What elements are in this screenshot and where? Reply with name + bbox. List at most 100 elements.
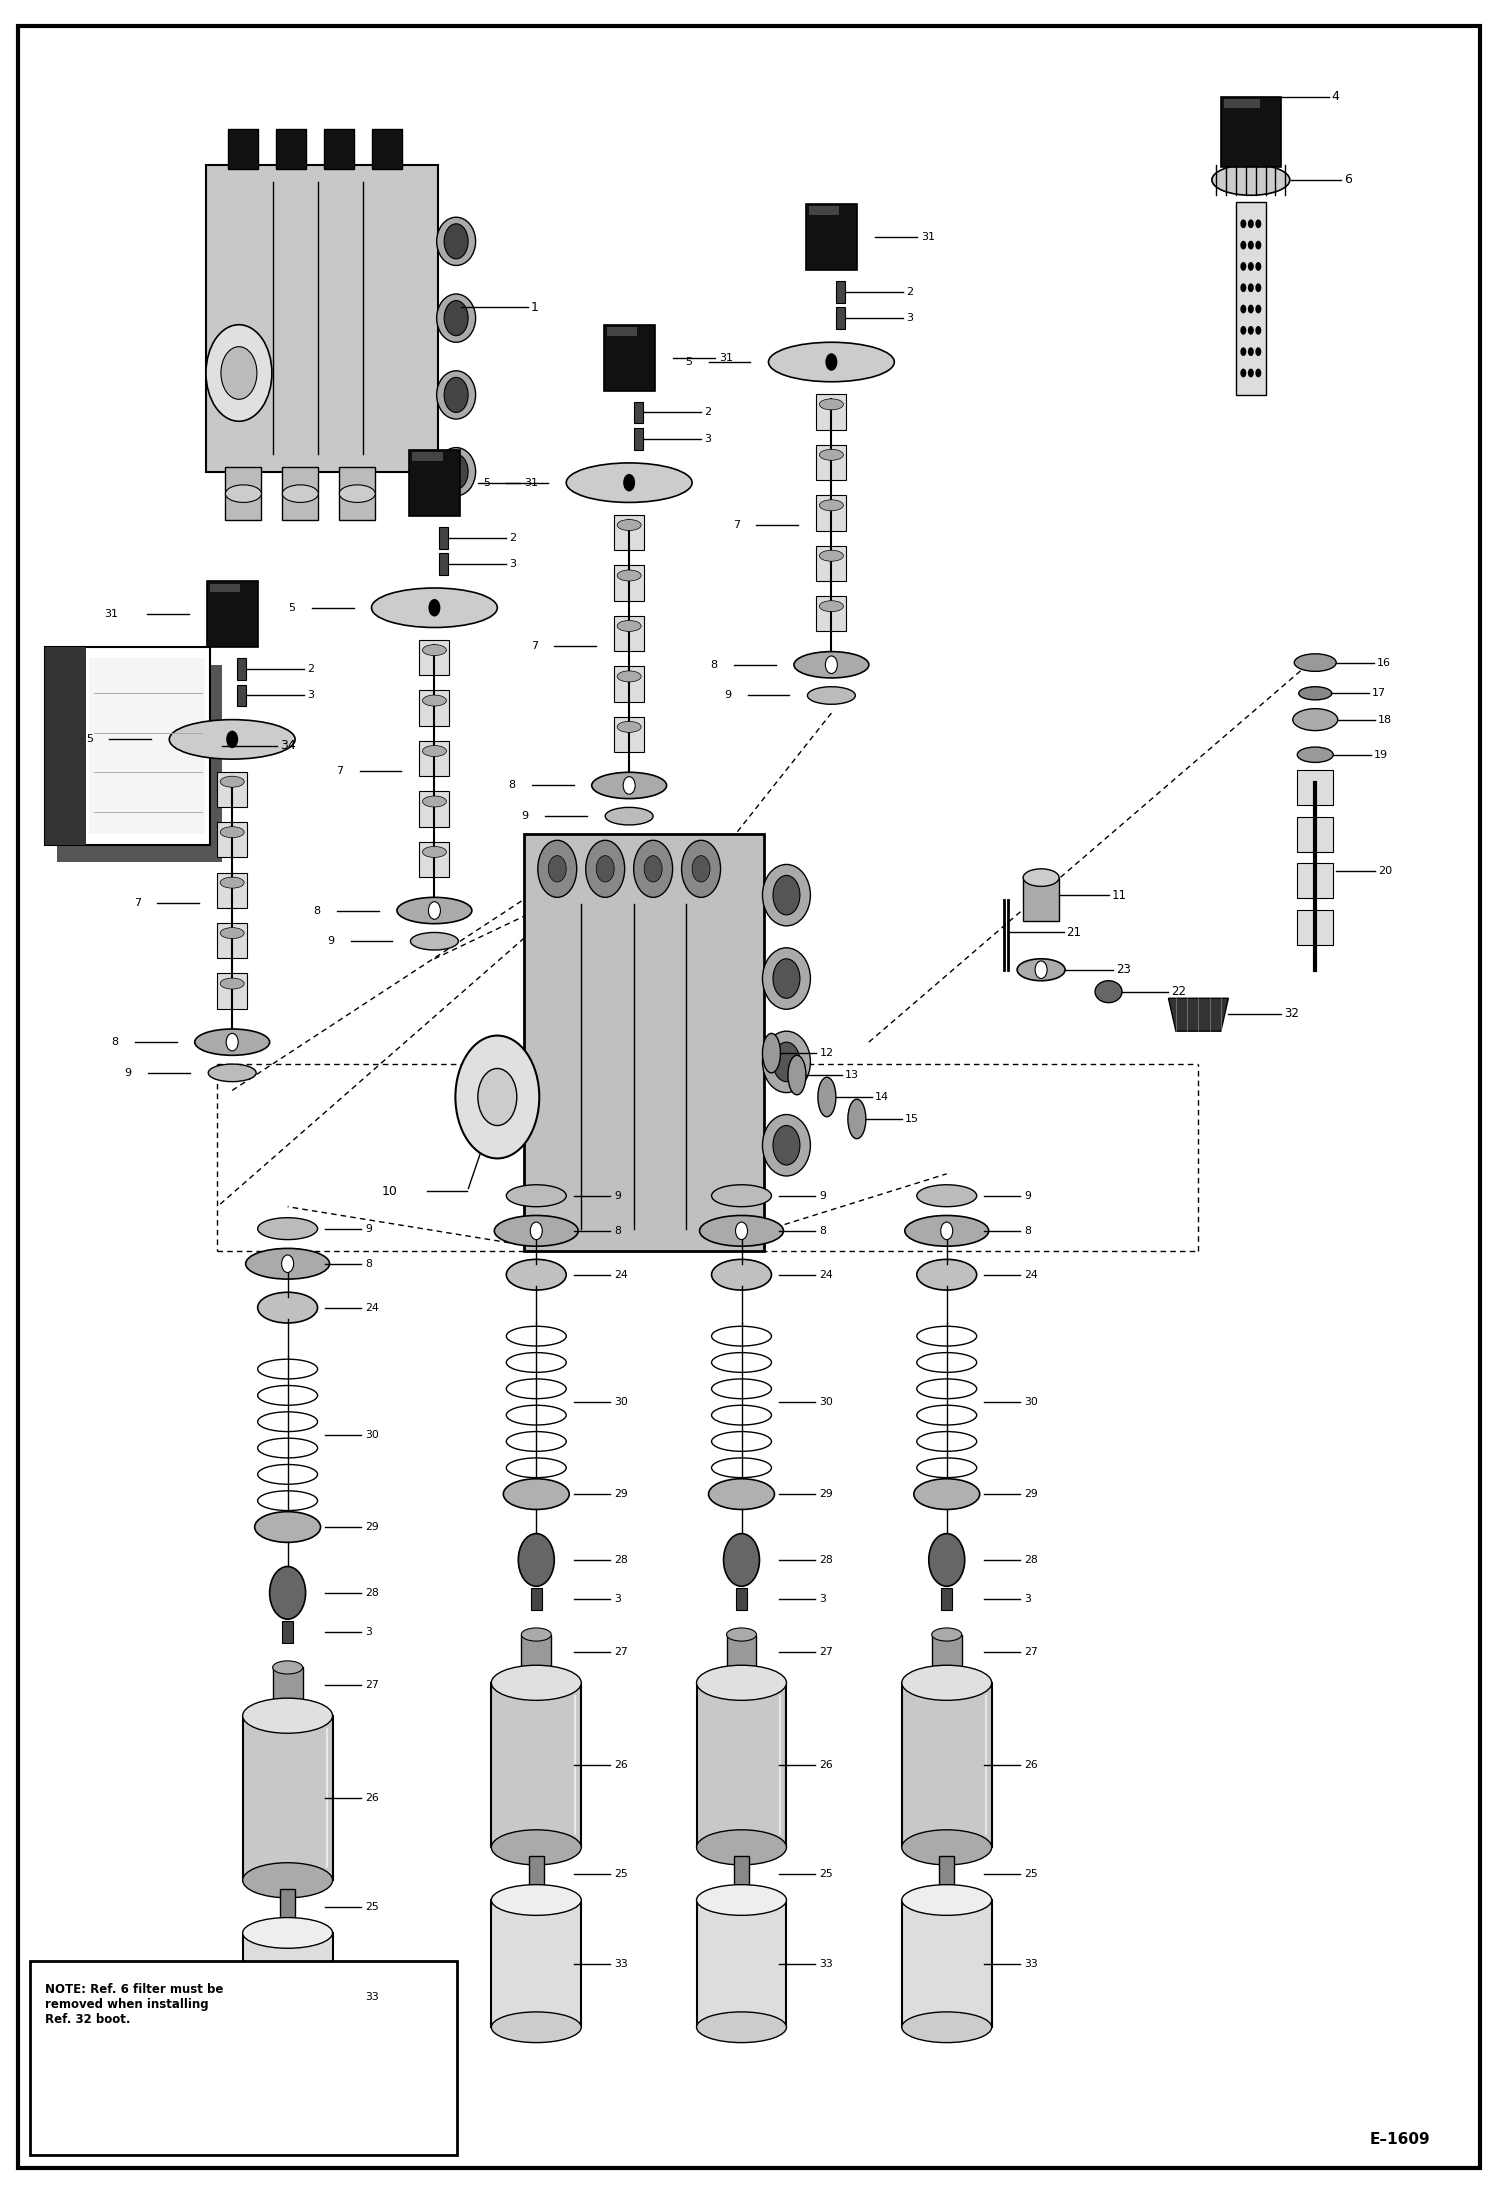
Text: 9: 9 bbox=[327, 937, 334, 946]
Text: 31: 31 bbox=[719, 353, 733, 362]
Text: 7: 7 bbox=[733, 520, 740, 531]
Bar bbox=[942, 1588, 953, 1610]
Ellipse shape bbox=[503, 1479, 569, 1509]
Bar bbox=[836, 307, 845, 329]
Text: 26: 26 bbox=[614, 1760, 628, 1771]
Text: 27: 27 bbox=[1025, 1648, 1038, 1656]
Text: 24: 24 bbox=[366, 1303, 379, 1312]
Circle shape bbox=[644, 856, 662, 882]
Text: 5: 5 bbox=[288, 603, 295, 612]
Bar bbox=[282, 467, 318, 520]
Text: 25: 25 bbox=[1025, 1869, 1038, 1878]
Bar bbox=[902, 1900, 992, 2027]
Circle shape bbox=[692, 856, 710, 882]
Ellipse shape bbox=[255, 1512, 321, 1542]
Text: 9: 9 bbox=[366, 1224, 373, 1233]
Circle shape bbox=[1248, 241, 1254, 250]
Text: 9: 9 bbox=[819, 1191, 827, 1200]
Ellipse shape bbox=[1297, 746, 1333, 764]
Circle shape bbox=[443, 377, 467, 412]
Text: 8: 8 bbox=[1025, 1226, 1032, 1235]
Ellipse shape bbox=[1294, 654, 1336, 671]
Bar bbox=[736, 1588, 746, 1610]
Ellipse shape bbox=[788, 1055, 806, 1095]
Circle shape bbox=[455, 1036, 539, 1158]
Text: 30: 30 bbox=[1025, 1398, 1038, 1406]
Circle shape bbox=[518, 1534, 554, 1586]
Bar bbox=[529, 1856, 544, 1891]
Bar bbox=[614, 516, 644, 551]
Polygon shape bbox=[1168, 998, 1228, 1031]
Text: 8: 8 bbox=[710, 660, 718, 669]
Circle shape bbox=[634, 840, 673, 897]
Circle shape bbox=[207, 325, 273, 421]
Ellipse shape bbox=[422, 695, 446, 706]
Circle shape bbox=[428, 599, 440, 617]
Text: 26: 26 bbox=[366, 1792, 379, 1803]
Ellipse shape bbox=[807, 687, 855, 704]
Ellipse shape bbox=[273, 1661, 303, 1674]
Bar bbox=[836, 281, 845, 303]
Ellipse shape bbox=[243, 1918, 333, 1948]
Bar bbox=[277, 129, 306, 169]
Ellipse shape bbox=[397, 897, 472, 924]
Bar bbox=[634, 428, 643, 450]
Text: 7: 7 bbox=[133, 897, 141, 908]
Circle shape bbox=[1248, 283, 1254, 292]
Bar bbox=[809, 206, 839, 215]
Ellipse shape bbox=[372, 588, 497, 627]
Bar bbox=[939, 1856, 954, 1891]
Bar bbox=[1297, 864, 1333, 900]
Text: 30: 30 bbox=[614, 1398, 628, 1406]
Ellipse shape bbox=[902, 1885, 992, 1915]
Ellipse shape bbox=[819, 601, 843, 612]
Bar bbox=[217, 772, 247, 807]
Bar bbox=[217, 974, 247, 1009]
Bar bbox=[816, 496, 846, 531]
Text: 32: 32 bbox=[1284, 1007, 1299, 1020]
Ellipse shape bbox=[243, 1863, 333, 1898]
Bar bbox=[634, 402, 643, 423]
Bar bbox=[225, 467, 261, 520]
Bar bbox=[530, 1588, 541, 1610]
Text: 11: 11 bbox=[1112, 889, 1126, 902]
Text: 29: 29 bbox=[1025, 1490, 1038, 1499]
Ellipse shape bbox=[605, 807, 653, 825]
Circle shape bbox=[1255, 283, 1261, 292]
Circle shape bbox=[736, 1222, 748, 1240]
Circle shape bbox=[1240, 369, 1246, 377]
Circle shape bbox=[1255, 219, 1261, 228]
Ellipse shape bbox=[1293, 709, 1338, 731]
Circle shape bbox=[478, 1068, 517, 1126]
Text: 27: 27 bbox=[819, 1648, 833, 1656]
Circle shape bbox=[282, 1255, 294, 1273]
Bar bbox=[439, 527, 448, 548]
Bar bbox=[237, 685, 246, 706]
Text: 18: 18 bbox=[1378, 715, 1392, 724]
Text: 12: 12 bbox=[819, 1049, 833, 1058]
Text: 3: 3 bbox=[819, 1595, 827, 1604]
Bar bbox=[210, 584, 240, 592]
Bar bbox=[816, 395, 846, 430]
Ellipse shape bbox=[225, 485, 261, 502]
Ellipse shape bbox=[220, 827, 244, 838]
Text: NOTE: Ref. 6 filter must be
removed when installing
Ref. 32 boot.: NOTE: Ref. 6 filter must be removed when… bbox=[45, 1983, 223, 2027]
Circle shape bbox=[443, 224, 467, 259]
Bar bbox=[1236, 202, 1266, 395]
Bar bbox=[419, 691, 449, 726]
Text: 28: 28 bbox=[614, 1556, 628, 1564]
Text: 3: 3 bbox=[906, 314, 914, 323]
Bar bbox=[614, 617, 644, 652]
Bar bbox=[524, 834, 764, 1251]
Circle shape bbox=[773, 1042, 800, 1082]
Ellipse shape bbox=[905, 1215, 989, 1246]
Circle shape bbox=[929, 1534, 965, 1586]
Ellipse shape bbox=[422, 796, 446, 807]
Bar bbox=[1224, 99, 1260, 108]
Bar bbox=[697, 1900, 786, 2027]
Ellipse shape bbox=[410, 932, 458, 950]
Bar bbox=[521, 1635, 551, 1670]
Bar bbox=[816, 597, 846, 632]
Ellipse shape bbox=[819, 399, 843, 410]
Text: 2: 2 bbox=[307, 665, 315, 674]
